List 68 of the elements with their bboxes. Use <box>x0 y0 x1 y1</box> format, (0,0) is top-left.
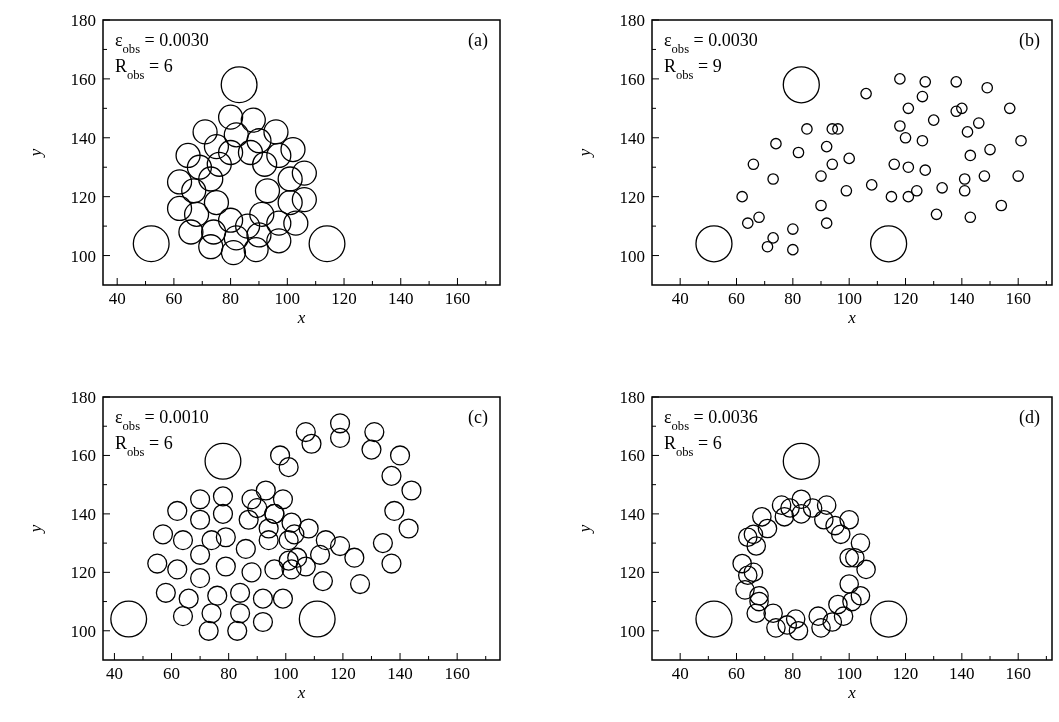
x-tick-label: 120 <box>892 664 919 683</box>
x-tick-label: 100 <box>274 289 301 308</box>
x-tick-label: 140 <box>388 289 414 308</box>
x-tick-label: 100 <box>836 289 862 308</box>
annotation: R$_{obs}$ = 9 <box>664 56 722 82</box>
annotation: R$_{obs}$ = 6 <box>115 56 173 82</box>
y-tick-label: 140 <box>70 128 96 148</box>
x-tick-label: 80 <box>784 289 802 308</box>
annotation: (d) <box>1019 407 1040 428</box>
x-tick-label: 80 <box>784 664 802 683</box>
y-axis-title: y <box>575 148 594 159</box>
y-axis-title: y <box>26 148 45 159</box>
x-axis-title: x <box>296 683 306 702</box>
y-tick-label: 120 <box>70 187 96 207</box>
x-tick-label: 80 <box>220 664 238 683</box>
annotation: ε$_{obs}$ = 0.0036 <box>664 407 758 433</box>
annotation: (c) <box>468 407 488 428</box>
x-tick-label: 120 <box>892 289 919 308</box>
x-tick-label: 60 <box>728 664 746 683</box>
y-tick-label: 100 <box>619 621 645 641</box>
x-tick-label: 120 <box>330 664 356 683</box>
x-tick-label: 160 <box>1005 289 1031 308</box>
y-tick-label: 140 <box>619 128 645 148</box>
x-tick-label: 40 <box>108 289 126 308</box>
y-tick-label: 180 <box>70 387 96 407</box>
y-tick-label: 120 <box>619 187 645 207</box>
y-tick-label: 160 <box>619 446 645 466</box>
annotation: R$_{obs}$ = 6 <box>664 433 722 459</box>
annotation: (a) <box>468 30 488 51</box>
y-tick-label: 140 <box>619 504 645 524</box>
x-axis-title: x <box>847 308 857 327</box>
y-tick-label: 120 <box>70 563 96 583</box>
x-tick-label: 100 <box>836 664 862 683</box>
x-tick-label: 40 <box>671 664 689 683</box>
x-tick-label: 140 <box>949 289 975 308</box>
x-tick-label: 120 <box>331 289 357 308</box>
y-tick-label: 100 <box>70 246 96 266</box>
x-tick-label: 40 <box>671 289 689 308</box>
x-axis-title: x <box>847 683 857 702</box>
x-tick-label: 140 <box>387 664 413 683</box>
x-axis-title: x <box>296 308 306 327</box>
y-tick-label: 180 <box>70 10 96 30</box>
y-axis-title: y <box>575 524 594 535</box>
x-tick-label: 80 <box>222 289 240 308</box>
x-tick-label: 60 <box>728 289 746 308</box>
x-tick-label: 40 <box>105 664 123 683</box>
annotation: R$_{obs}$ = 6 <box>115 433 173 459</box>
y-axis-title: y <box>26 524 45 535</box>
y-tick-label: 160 <box>619 69 645 89</box>
y-tick-label: 100 <box>70 621 96 641</box>
y-tick-label: 160 <box>70 69 96 89</box>
y-tick-label: 180 <box>619 387 645 407</box>
y-tick-label: 120 <box>619 563 645 583</box>
x-tick-label: 160 <box>444 664 470 683</box>
x-tick-label: 60 <box>163 664 181 683</box>
x-tick-label: 140 <box>949 664 975 683</box>
x-tick-label: 100 <box>273 664 299 683</box>
y-tick-label: 180 <box>619 10 645 30</box>
y-tick-label: 160 <box>70 446 96 466</box>
x-tick-label: 160 <box>444 289 471 308</box>
annotation: ε$_{obs}$ = 0.0010 <box>115 407 209 433</box>
y-tick-label: 100 <box>619 246 645 266</box>
y-tick-label: 140 <box>70 504 96 524</box>
annotation: ε$_{obs}$ = 0.0030 <box>115 30 209 56</box>
x-tick-label: 60 <box>165 289 183 308</box>
annotation: ε$_{obs}$ = 0.0030 <box>664 30 758 56</box>
x-tick-label: 160 <box>1005 664 1031 683</box>
annotation: (b) <box>1019 30 1040 51</box>
